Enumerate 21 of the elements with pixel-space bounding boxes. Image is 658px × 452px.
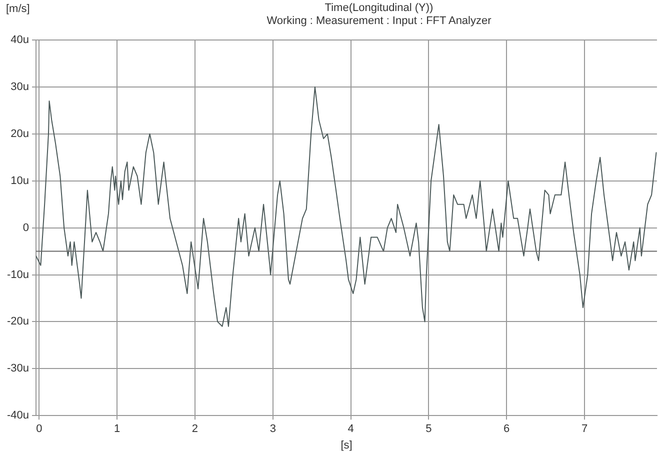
y-tick-label: -10u xyxy=(6,268,30,281)
x-tick-label: 3 xyxy=(270,423,276,436)
chart-title: Time(Longitudinal (Y)) xyxy=(324,2,434,14)
x-tick-label: 1 xyxy=(114,423,120,436)
x-tick-label: 7 xyxy=(581,423,588,436)
y-axis-title: [m/s] xyxy=(6,3,30,15)
x-tick-label: 6 xyxy=(504,423,510,436)
x-tick-label: 2 xyxy=(192,423,198,436)
y-tick-label: -40u xyxy=(6,410,30,422)
y-tick-label: -20u xyxy=(6,316,30,328)
y-tick-label: 20u xyxy=(10,128,30,140)
y-tick-label: 10u xyxy=(10,174,30,187)
x-tick-label: 5 xyxy=(426,423,432,436)
x-tick-label: 0 xyxy=(36,423,42,436)
y-tick-label: 0 xyxy=(22,222,30,234)
y-tick-label: 40u xyxy=(10,34,30,46)
x-axis-title: [s] xyxy=(340,439,352,452)
chart-subtitle: Working : Measurement : Input : FFT Analyzer xyxy=(266,15,492,27)
x-tick-label: 4 xyxy=(348,423,354,436)
y-tick-label: 30u xyxy=(10,80,30,93)
y-tick-label: -30u xyxy=(6,362,30,375)
